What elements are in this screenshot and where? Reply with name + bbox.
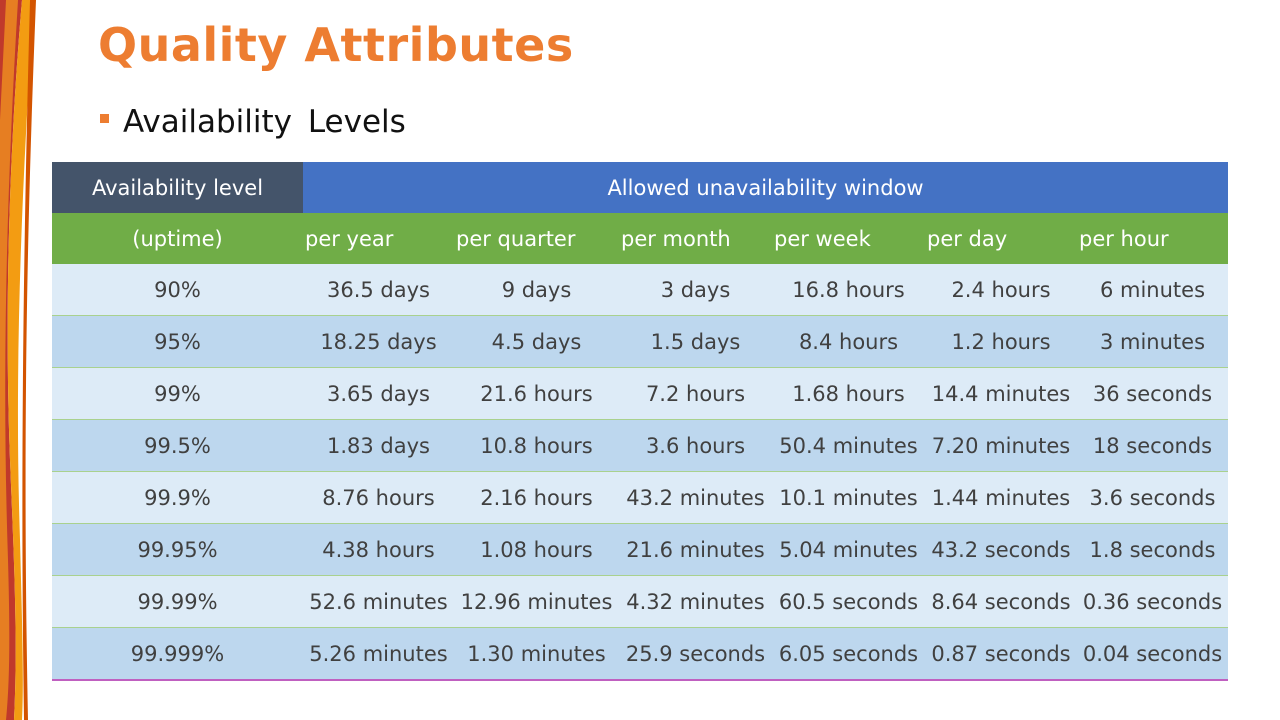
slide-title: Quality Attributes bbox=[98, 18, 574, 72]
subheader-uptime: (uptime) bbox=[52, 213, 303, 264]
table-row: 95% 18.25 days 4.5 days 1.5 days 8.4 hou… bbox=[52, 315, 1229, 368]
table-cell: 5.26 minutes bbox=[303, 627, 454, 681]
subheader-per-hour: per hour bbox=[1077, 213, 1229, 264]
table-row: 99.95% 4.38 hours 1.08 hours 21.6 minute… bbox=[52, 523, 1229, 576]
subheader-per-week: per week bbox=[772, 213, 925, 264]
table-cell: 1.5 days bbox=[619, 315, 772, 368]
table-cell: 1.2 hours bbox=[925, 315, 1077, 368]
header-unavailability-window: Allowed unavailability window bbox=[303, 162, 1229, 213]
table-cell: 1.68 hours bbox=[772, 367, 925, 420]
table-cell: 2.4 hours bbox=[925, 264, 1077, 316]
table-row: 99.5% 1.83 days 10.8 hours 3.6 hours 50.… bbox=[52, 419, 1229, 472]
table-cell: 21.6 hours bbox=[454, 367, 619, 420]
table-cell: 18.25 days bbox=[303, 315, 454, 368]
table-cell: 99.95% bbox=[52, 523, 303, 576]
table-cell: 36.5 days bbox=[303, 264, 454, 316]
table-cell: 95% bbox=[52, 315, 303, 368]
table-cell: 8.4 hours bbox=[772, 315, 925, 368]
table-cell: 90% bbox=[52, 264, 303, 316]
table-header-row: Availability level Allowed unavailabilit… bbox=[52, 162, 1229, 213]
table-cell: 3 days bbox=[619, 264, 772, 316]
table-cell: 50.4 minutes bbox=[772, 419, 925, 472]
table-cell: 18 seconds bbox=[1077, 419, 1229, 472]
table-cell: 1.44 minutes bbox=[925, 471, 1077, 524]
table-cell: 3.65 days bbox=[303, 367, 454, 420]
table-cell: 1.83 days bbox=[303, 419, 454, 472]
table-cell: 8.64 seconds bbox=[925, 575, 1077, 628]
table-row: 90% 36.5 days 9 days 3 days 16.8 hours 2… bbox=[52, 264, 1229, 316]
table-subheader-row: (uptime) per year per quarter per month … bbox=[52, 213, 1229, 264]
table-cell: 0.36 seconds bbox=[1077, 575, 1229, 628]
table-cell: 7.2 hours bbox=[619, 367, 772, 420]
table-cell: 12.96 minutes bbox=[454, 575, 619, 628]
table-cell: 2.16 hours bbox=[454, 471, 619, 524]
table-cell: 9 days bbox=[454, 264, 619, 316]
subheader-per-year: per year bbox=[303, 213, 454, 264]
table-cell: 25.9 seconds bbox=[619, 627, 772, 681]
table-cell: 6 minutes bbox=[1077, 264, 1229, 316]
table-row: 99% 3.65 days 21.6 hours 7.2 hours 1.68 … bbox=[52, 367, 1229, 420]
bullet-item: Availability Levels bbox=[100, 104, 406, 140]
table-cell: 99.99% bbox=[52, 575, 303, 628]
table-cell: 4.32 minutes bbox=[619, 575, 772, 628]
subheader-per-day: per day bbox=[925, 213, 1077, 264]
table-cell: 0.87 seconds bbox=[925, 627, 1077, 681]
table-cell: 4.38 hours bbox=[303, 523, 454, 576]
bullet-text: Availability Levels bbox=[123, 104, 406, 140]
table-cell: 3 minutes bbox=[1077, 315, 1229, 368]
table-cell: 60.5 seconds bbox=[772, 575, 925, 628]
table-cell: 1.30 minutes bbox=[454, 627, 619, 681]
subheader-per-month: per month bbox=[619, 213, 772, 264]
table-cell: 99% bbox=[52, 367, 303, 420]
table-row: 99.9% 8.76 hours 2.16 hours 43.2 minutes… bbox=[52, 471, 1229, 524]
table-cell: 1.8 seconds bbox=[1077, 523, 1229, 576]
table-cell: 5.04 minutes bbox=[772, 523, 925, 576]
table-row: 99.99% 52.6 minutes 12.96 minutes 4.32 m… bbox=[52, 575, 1229, 628]
table-cell: 6.05 seconds bbox=[772, 627, 925, 681]
table-cell: 4.5 days bbox=[454, 315, 619, 368]
table-cell: 16.8 hours bbox=[772, 264, 925, 316]
availability-table: Availability level Allowed unavailabilit… bbox=[52, 162, 1229, 681]
table-cell: 99.9% bbox=[52, 471, 303, 524]
header-availability-level: Availability level bbox=[52, 162, 303, 213]
table-row: 99.999% 5.26 minutes 1.30 minutes 25.9 s… bbox=[52, 627, 1229, 681]
table-cell: 43.2 minutes bbox=[619, 471, 772, 524]
table-cell: 3.6 seconds bbox=[1077, 471, 1229, 524]
table-cell: 52.6 minutes bbox=[303, 575, 454, 628]
table-cell: 1.08 hours bbox=[454, 523, 619, 576]
table-cell: 99.5% bbox=[52, 419, 303, 472]
table-cell: 10.8 hours bbox=[454, 419, 619, 472]
square-bullet-icon bbox=[100, 113, 109, 123]
table-cell: 36 seconds bbox=[1077, 367, 1229, 420]
table-cell: 99.999% bbox=[52, 627, 303, 681]
table-cell: 0.04 seconds bbox=[1077, 627, 1229, 681]
table-cell: 21.6 minutes bbox=[619, 523, 772, 576]
table-cell: 3.6 hours bbox=[619, 419, 772, 472]
decorative-side-ribbon bbox=[0, 0, 36, 720]
table-cell: 8.76 hours bbox=[303, 471, 454, 524]
subheader-per-quarter: per quarter bbox=[454, 213, 619, 264]
table-cell: 14.4 minutes bbox=[925, 367, 1077, 420]
table-cell: 10.1 minutes bbox=[772, 471, 925, 524]
table-cell: 43.2 seconds bbox=[925, 523, 1077, 576]
table-cell: 7.20 minutes bbox=[925, 419, 1077, 472]
